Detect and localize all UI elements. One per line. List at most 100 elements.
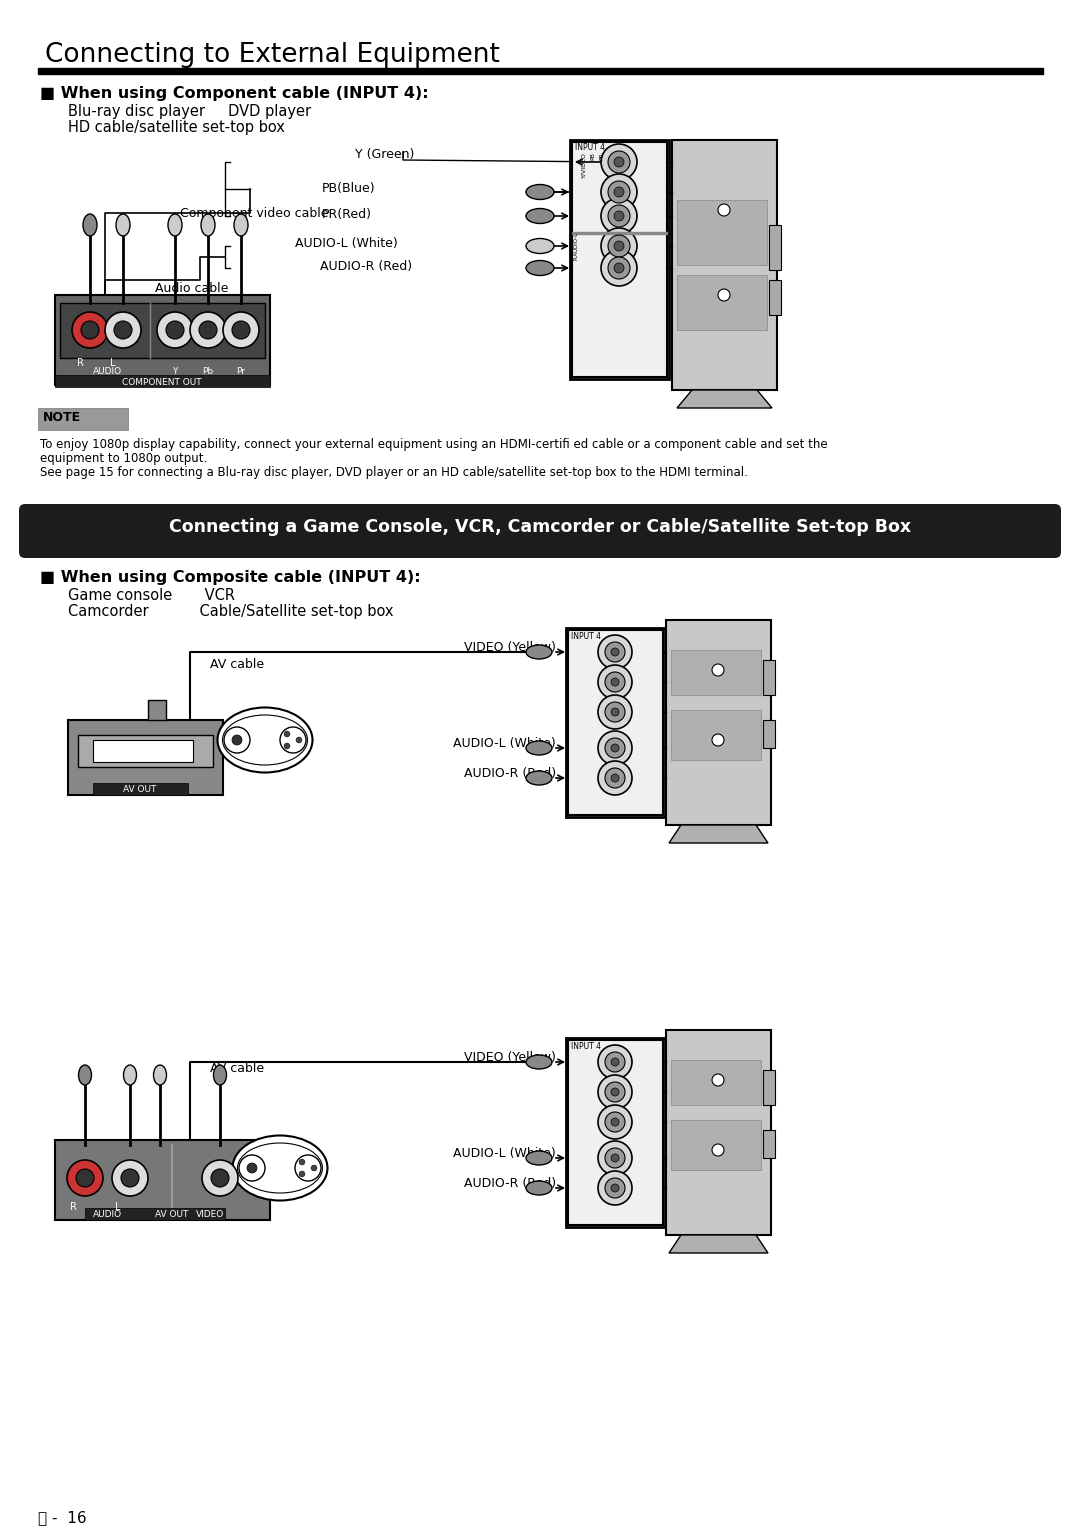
Circle shape [239, 1155, 265, 1181]
Bar [762, 1131, 775, 1158]
Text: See page 15 for connecting a Blu-ray disc player, DVD player or an HD cable/sate: See page 15 for connecting a Blu-ray dis… [40, 466, 747, 480]
Bar [769, 280, 781, 316]
Text: L: L [116, 1203, 121, 1212]
Circle shape [105, 313, 141, 348]
Circle shape [67, 1160, 103, 1196]
Text: equipment to 1080p output.: equipment to 1080p output. [40, 452, 207, 466]
Bar [55, 1140, 270, 1219]
Text: Connecting a Game Console, VCR, Camcorder or Cable/Satellite Set-top Box: Connecting a Game Console, VCR, Camcorde… [168, 518, 912, 536]
Bar [671, 709, 761, 760]
Circle shape [615, 156, 624, 167]
Text: Pr: Pr [237, 368, 245, 375]
Circle shape [605, 1112, 625, 1132]
Text: NOTE: NOTE [43, 411, 81, 424]
Circle shape [232, 322, 249, 339]
Bar [677, 276, 767, 329]
Circle shape [247, 1163, 257, 1174]
Circle shape [605, 642, 625, 662]
Circle shape [76, 1169, 94, 1187]
Ellipse shape [153, 1065, 166, 1085]
Ellipse shape [168, 214, 183, 236]
Text: VIDEO (Yellow): VIDEO (Yellow) [464, 642, 556, 654]
Bar [671, 1120, 761, 1170]
Circle shape [598, 1170, 632, 1206]
Circle shape [157, 313, 193, 348]
Circle shape [611, 745, 619, 752]
Circle shape [605, 702, 625, 722]
Circle shape [712, 1074, 724, 1086]
Text: Pb: Pb [202, 368, 214, 375]
Bar [85, 1209, 225, 1219]
Circle shape [296, 737, 302, 743]
Circle shape [114, 322, 132, 339]
Bar [93, 783, 188, 795]
Circle shape [611, 1154, 619, 1161]
Text: ⓔ -  16: ⓔ - 16 [38, 1511, 86, 1524]
Polygon shape [677, 391, 772, 408]
Circle shape [222, 313, 259, 348]
Circle shape [190, 313, 226, 348]
Circle shape [598, 1075, 632, 1109]
Circle shape [295, 1155, 321, 1181]
Bar [762, 660, 775, 696]
Ellipse shape [526, 260, 554, 276]
Circle shape [605, 738, 625, 758]
Circle shape [611, 708, 619, 715]
Circle shape [81, 322, 99, 339]
Bar [55, 296, 270, 385]
Text: To enjoy 1080p display capability, connect your external equipment using an HDMI: To enjoy 1080p display capability, conne… [40, 438, 827, 450]
Bar [148, 700, 166, 720]
Text: Game console       VCR: Game console VCR [68, 588, 235, 604]
Circle shape [611, 774, 619, 781]
Circle shape [712, 734, 724, 746]
Ellipse shape [214, 1065, 227, 1085]
Text: INPUT 4: INPUT 4 [571, 633, 600, 640]
Ellipse shape [526, 184, 554, 199]
Text: VIDEO: VIDEO [195, 1210, 225, 1219]
Circle shape [598, 1141, 632, 1175]
Circle shape [615, 211, 624, 221]
Text: AV cable: AV cable [210, 1062, 265, 1075]
Text: Audio cable: Audio cable [156, 282, 228, 296]
Bar [672, 139, 777, 391]
Circle shape [605, 673, 625, 692]
Ellipse shape [83, 214, 97, 236]
Bar [566, 628, 665, 817]
Text: ■ When using Composite cable (INPUT 4):: ■ When using Composite cable (INPUT 4): [40, 570, 420, 585]
Ellipse shape [526, 208, 554, 224]
Ellipse shape [232, 1135, 327, 1201]
Circle shape [166, 322, 184, 339]
Circle shape [72, 313, 108, 348]
Ellipse shape [526, 741, 552, 755]
Bar [570, 139, 669, 378]
Text: Component video cable: Component video cable [180, 207, 328, 221]
Circle shape [232, 735, 242, 745]
Ellipse shape [526, 645, 552, 659]
Circle shape [284, 731, 291, 737]
Circle shape [718, 290, 730, 300]
Text: VIDEO (Yellow): VIDEO (Yellow) [464, 1051, 556, 1065]
Text: HD cable/satellite set-top box: HD cable/satellite set-top box [68, 119, 285, 135]
Ellipse shape [526, 239, 554, 253]
Circle shape [299, 1160, 305, 1164]
Text: PB: PB [590, 152, 595, 159]
Bar [68, 720, 222, 795]
Text: AUDIO-R (Red): AUDIO-R (Red) [320, 260, 413, 273]
Text: INPUT 4: INPUT 4 [575, 142, 605, 152]
Circle shape [600, 250, 637, 286]
Text: ■ When using Component cable (INPUT 4):: ■ When using Component cable (INPUT 4): [40, 86, 429, 101]
Circle shape [611, 648, 619, 656]
Circle shape [611, 679, 619, 686]
Circle shape [284, 743, 291, 749]
Text: AV OUT: AV OUT [123, 784, 157, 794]
Circle shape [611, 1184, 619, 1192]
Circle shape [608, 234, 630, 257]
Text: R.AUDIO-L: R.AUDIO-L [573, 231, 579, 260]
Text: AUDIO-R (Red): AUDIO-R (Red) [464, 1178, 556, 1190]
Circle shape [600, 175, 637, 210]
Polygon shape [669, 826, 768, 843]
Circle shape [605, 768, 625, 787]
Text: PR: PR [599, 152, 604, 159]
Bar [38, 67, 1043, 74]
Circle shape [605, 1052, 625, 1072]
